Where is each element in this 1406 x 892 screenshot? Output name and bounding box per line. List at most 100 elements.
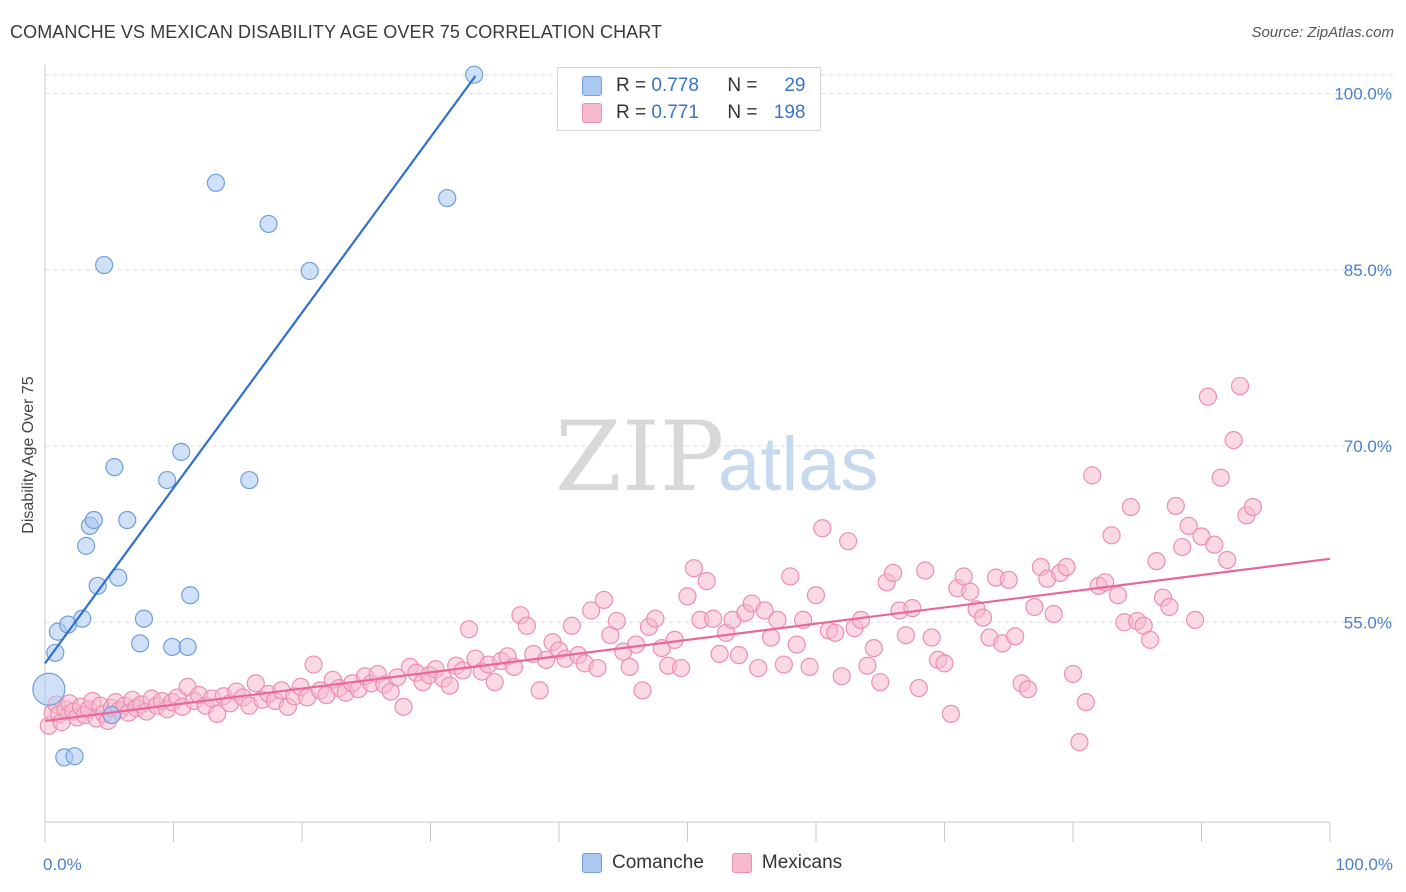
mexicans-point — [304, 655, 323, 674]
mexicans-point — [1198, 387, 1218, 406]
tick-labels: 100.0% 85.0% 70.0% 55.0% 0.0% 100.0% — [43, 85, 1393, 875]
mexicans-point — [1108, 586, 1128, 605]
mexicans-point — [1160, 597, 1179, 617]
y-tick-label: 70.0% — [1344, 437, 1392, 456]
mexicans-point — [761, 628, 781, 647]
mexicans-point — [883, 563, 903, 583]
comanche-points — [32, 65, 484, 767]
comanche-point — [438, 188, 457, 208]
x-tick-label-right: 100.0% — [1335, 855, 1393, 874]
legend-r-label: R = — [616, 102, 647, 123]
series-legend: Comanche Mexicans — [582, 852, 870, 874]
comanche-point — [300, 261, 319, 281]
comanche-point — [73, 609, 92, 628]
mexicans-point — [813, 519, 832, 538]
watermark-atlas: atlas — [718, 422, 879, 507]
mexicans-point — [851, 610, 871, 630]
legend-item-comanche: Comanche — [582, 852, 704, 874]
mexicans-point — [903, 599, 922, 618]
mexicans-point — [774, 655, 793, 674]
mexicans-point — [954, 567, 973, 586]
mexicans-point — [208, 704, 227, 724]
mexicans-point — [781, 567, 800, 586]
mexicans-point — [582, 601, 601, 620]
mexicans-point — [620, 657, 639, 677]
chart-title: COMANCHE VS MEXICAN DISABILITY AGE OVER … — [10, 22, 663, 42]
mexicans-point — [749, 658, 768, 678]
mexicans-point — [1025, 597, 1044, 617]
legend-n-label: N = — [727, 102, 758, 123]
mexicans-point — [1205, 535, 1224, 554]
mexicans-point — [530, 681, 549, 700]
mexicans-point — [1243, 498, 1263, 517]
mexicans-point — [485, 673, 504, 692]
comanche-point — [95, 255, 114, 275]
mexicans-point — [909, 678, 928, 698]
comanche-point — [105, 458, 124, 477]
mexicans-point — [1044, 604, 1063, 624]
mexicans-point — [800, 657, 819, 677]
mexicans-point — [999, 570, 1018, 590]
trend-line-comanche — [44, 75, 477, 665]
legend-r-label: R = — [616, 75, 647, 96]
comanche-swatch — [582, 76, 602, 96]
comanche-point — [109, 568, 128, 587]
mexicans-point — [1166, 496, 1185, 516]
mexicans-point — [1121, 498, 1140, 517]
legend-r-value: 0.778 — [651, 75, 699, 96]
comanche-point — [102, 705, 121, 725]
mexicans-point — [1102, 526, 1121, 545]
mexicans-point — [922, 628, 941, 647]
mexicans-point — [787, 635, 806, 654]
mexicans-point — [710, 644, 729, 664]
mexicans-point — [588, 658, 607, 678]
comanche-point — [134, 609, 154, 628]
mexicans-point — [394, 697, 413, 716]
mexicans-point — [1185, 610, 1205, 630]
mexicans-point — [729, 646, 749, 665]
mexicans-point — [1018, 680, 1038, 699]
mexicans-point — [941, 704, 961, 724]
comanche-point — [172, 442, 191, 461]
y-tick-label: 55.0% — [1344, 613, 1392, 632]
mexicans-point — [1192, 527, 1211, 546]
mexicans-point — [1147, 552, 1166, 571]
mexicans-point — [1070, 732, 1089, 752]
mexicans-point — [864, 638, 883, 658]
legend-label-comanche: Comanche — [612, 852, 704, 873]
mexicans-points — [39, 376, 1263, 752]
legend-n-label: N = — [727, 75, 758, 96]
legend-r-value: 0.771 — [651, 102, 699, 123]
comanche-point — [84, 510, 103, 530]
comanche-point — [118, 510, 137, 530]
comanche-point — [465, 65, 484, 84]
mexicans-point — [755, 601, 774, 620]
source-label: Source: ZipAtlas.com — [1251, 24, 1394, 41]
mexicans-point — [935, 654, 954, 673]
mexicans-point — [961, 582, 980, 601]
watermark-zip: ZIP — [555, 401, 724, 513]
mexicans-point — [916, 561, 935, 580]
mexicans-point — [646, 609, 665, 628]
mexicans-point — [1224, 431, 1243, 450]
mexicans-point — [1083, 466, 1102, 485]
comanche-point — [157, 470, 177, 490]
mexicans-swatch — [731, 853, 752, 873]
comanche-point — [240, 470, 259, 490]
mexicans-point — [1179, 516, 1198, 536]
mexicans-swatch — [582, 103, 602, 123]
comanche-swatch — [582, 853, 602, 873]
comanche-point — [77, 536, 96, 555]
comanche-point — [181, 586, 200, 605]
mexicans-point — [1218, 550, 1237, 570]
comanche-point — [259, 214, 278, 234]
y-axis-label: Disability Age Over 75 — [20, 376, 37, 534]
mexicans-point — [858, 656, 877, 675]
mexicans-point — [826, 623, 845, 642]
x-tick-label-left: 0.0% — [43, 855, 82, 874]
comanche-point — [88, 576, 107, 595]
mexicans-point — [684, 559, 704, 578]
mexicans-point — [440, 676, 459, 695]
correlation-legend: R = 0.778 N = 29 R = 0.771 N = 198 — [557, 67, 821, 131]
